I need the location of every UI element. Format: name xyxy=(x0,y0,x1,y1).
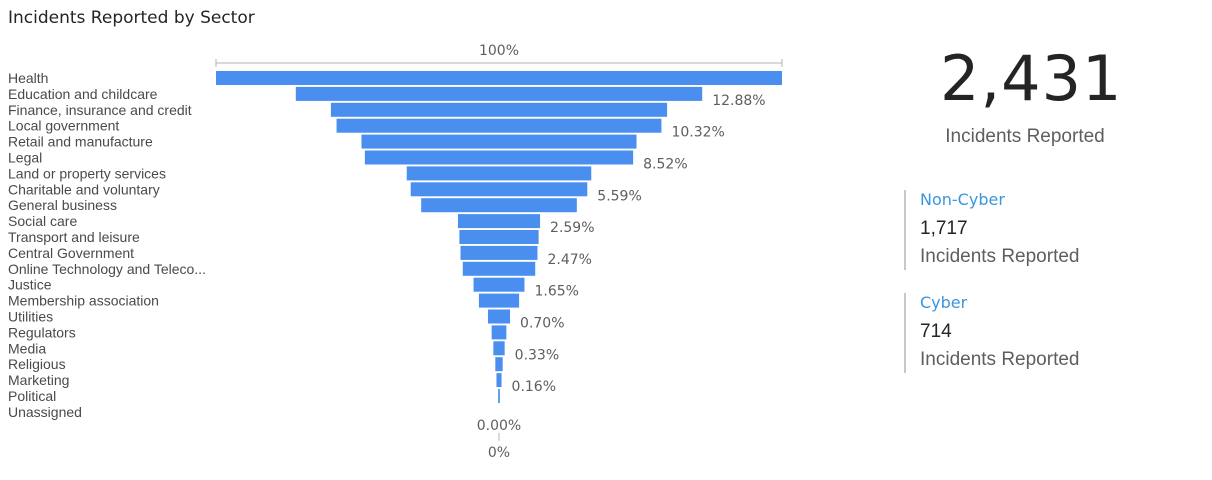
total-incidents-label: Incidents Reported xyxy=(945,126,1105,147)
funnel-bar xyxy=(487,309,511,324)
funnel-bar xyxy=(421,198,577,213)
funnel-bar xyxy=(406,166,592,181)
funnel-bar xyxy=(459,230,539,244)
data-label: 12.88% xyxy=(712,93,765,109)
funnel-bar xyxy=(462,261,536,276)
category-label: Justice xyxy=(8,277,52,293)
category-label: Media xyxy=(8,340,46,356)
funnel-bar xyxy=(216,71,782,85)
funnel-bar xyxy=(295,86,703,101)
funnel-bar xyxy=(364,150,634,165)
data-label: 0.00% xyxy=(477,418,521,434)
data-label: 0.70% xyxy=(520,316,564,332)
category-label: Health xyxy=(8,70,48,86)
funnel-bar xyxy=(496,373,502,388)
non-cyber-title: Non-Cyber xyxy=(920,190,1005,209)
category-label: Unassigned xyxy=(8,404,82,420)
category-label: Regulators xyxy=(8,324,76,340)
cyber-card: Cyber 714 Incidents Reported xyxy=(904,293,1140,373)
data-label: 1.65% xyxy=(534,284,578,300)
funnel-bar xyxy=(473,277,525,292)
data-label: 8.52% xyxy=(643,157,687,173)
top-axis-label: 100% xyxy=(479,43,519,59)
category-label: Transport and leisure xyxy=(8,229,140,245)
category-label: Social care xyxy=(8,213,77,229)
non-cyber-card: Non-Cyber 1,717 Incidents Reported xyxy=(904,190,1140,270)
bottom-axis-label: 0% xyxy=(488,445,510,461)
category-label: Land or property services xyxy=(8,165,166,181)
category-label: Marketing xyxy=(8,372,69,388)
funnel-bar xyxy=(336,118,662,133)
cyber-title: Cyber xyxy=(920,293,968,312)
data-label: 0.16% xyxy=(512,379,556,395)
total-incidents-value: 2,431 xyxy=(940,42,1123,115)
data-label: 2.47% xyxy=(547,252,591,268)
cyber-label: Incidents Reported xyxy=(920,349,1080,370)
funnel-bar xyxy=(460,245,538,260)
funnel-bar xyxy=(410,182,588,197)
category-label: Retail and manufacture xyxy=(8,134,153,150)
data-label: 5.59% xyxy=(597,188,641,204)
cyber-value: 714 xyxy=(920,321,952,342)
category-label: Local government xyxy=(8,118,119,134)
data-label: 10.32% xyxy=(671,125,724,141)
non-cyber-value: 1,717 xyxy=(920,218,968,239)
funnel-bar xyxy=(493,341,505,356)
category-label: Membership association xyxy=(8,293,159,309)
funnel-bar xyxy=(330,102,668,117)
category-label: Online Technology and Teleco... xyxy=(8,261,206,277)
funnel-bar xyxy=(457,214,541,229)
category-label: Legal xyxy=(8,150,42,166)
category-label: Utilities xyxy=(8,309,53,325)
chart-title: Incidents Reported by Sector xyxy=(8,8,255,28)
category-label: Religious xyxy=(8,356,66,372)
funnel-bar xyxy=(491,325,507,340)
category-label: Political xyxy=(8,388,56,404)
category-label: Charitable and voluntary xyxy=(8,181,160,197)
funnel-bar xyxy=(478,293,520,308)
category-label: Education and childcare xyxy=(8,86,158,102)
funnel-bar xyxy=(361,134,637,149)
funnel-bar xyxy=(495,357,503,372)
category-label: Central Government xyxy=(8,245,134,261)
category-label: Finance, insurance and credit xyxy=(8,102,192,118)
data-label: 0.33% xyxy=(515,347,559,363)
non-cyber-label: Incidents Reported xyxy=(920,246,1080,267)
data-label: 2.59% xyxy=(550,220,594,236)
category-label: General business xyxy=(8,197,117,213)
